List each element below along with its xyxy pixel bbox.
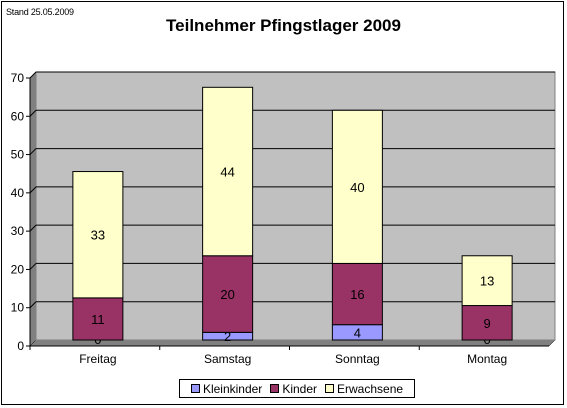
bar-segment-kinder-montag xyxy=(461,305,513,341)
legend-item-kinder: Kinder xyxy=(270,382,317,396)
legend-swatch-kleinkinder xyxy=(190,384,200,393)
data-label-kinder-freitag: 11 xyxy=(91,312,105,327)
gridline-side xyxy=(29,301,37,309)
x-tick-label-sonntag: Sonntag xyxy=(335,352,380,366)
y-tick-label: 20 xyxy=(11,262,25,276)
data-label-kinder-samstag: 20 xyxy=(220,287,234,302)
legend-label-kleinkinder: Kleinkinder xyxy=(202,381,263,396)
bar-segment-erwachsene-sonntag xyxy=(331,109,383,264)
data-label-erwachsene-samstag: 44 xyxy=(220,165,234,180)
y-tick-label: 30 xyxy=(11,224,25,238)
legend-swatch-kinder xyxy=(270,384,280,393)
legend-item-kleinkinder: Kleinkinder xyxy=(190,381,263,396)
x-tick-label-montag: Montag xyxy=(467,352,507,366)
bar-segment-erwachsene-samstag xyxy=(202,86,254,257)
x-tick-label-samstag: Samstag xyxy=(204,352,251,366)
bar-segment-kinder-sonntag xyxy=(331,262,383,326)
y-tick-label: 40 xyxy=(11,186,25,200)
y-tick-label: 0 xyxy=(17,339,24,353)
gridline-side xyxy=(29,224,37,232)
legend-swatch-erwachsene xyxy=(325,384,334,393)
y-tick-label: 60 xyxy=(11,109,25,123)
gridline-side xyxy=(29,71,37,79)
bar-segment-erwachsene-montag xyxy=(461,255,513,307)
legend-label-kinder: Kinder xyxy=(282,381,317,396)
data-label-erwachsene-sonntag: 40 xyxy=(350,180,364,195)
data-label-erwachsene-freitag: 33 xyxy=(91,228,105,243)
y-tick-label: 10 xyxy=(11,301,25,315)
bar-segment-kinder-samstag xyxy=(202,255,254,333)
gridline-side xyxy=(29,148,37,155)
data-label-kinder-montag: 9 xyxy=(484,316,491,331)
gridline-side xyxy=(29,109,37,117)
bar-segment-erwachsene-freitag xyxy=(72,171,124,299)
data-label-erwachsene-montag: 13 xyxy=(480,274,494,289)
data-label-kleinkinder-sonntag: 4 xyxy=(354,325,361,340)
gridline-side xyxy=(29,186,37,194)
legend-label-erwachsene: Erwachsene xyxy=(337,381,404,396)
data-label-kinder-sonntag: 16 xyxy=(350,287,364,302)
y-tick-label: 70 xyxy=(11,71,25,85)
gridline-side xyxy=(29,263,37,270)
bar-segment-kinder-freitag xyxy=(72,297,124,341)
data-label-kleinkinder-samstag: 2 xyxy=(224,329,231,344)
y-tick-label: 50 xyxy=(11,148,25,162)
x-tick-label-freitag: Freitag xyxy=(79,352,116,366)
chart-title: Teilnehmer Pfingstlager 2009 xyxy=(166,16,401,35)
date-stamp: Stand 25.05.2009 xyxy=(6,7,74,17)
plot-floor xyxy=(29,339,556,347)
legend-item-erwachsene: Erwachsene xyxy=(325,382,403,396)
legend: Kleinkinder Kinder Erwachsene xyxy=(179,379,415,398)
